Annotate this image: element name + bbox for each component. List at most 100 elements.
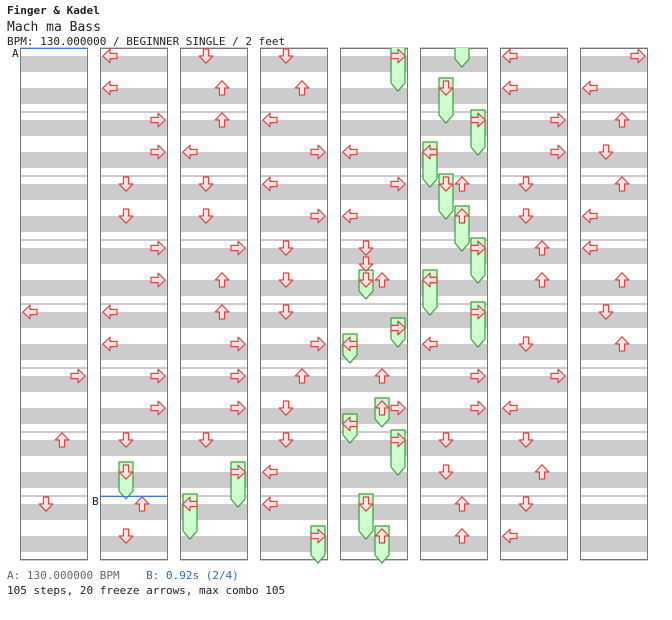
freeze-arrow (230, 461, 246, 508)
freeze-head-arrow (310, 528, 326, 544)
beat-stripe (20, 408, 88, 424)
beat-stripe (340, 88, 408, 104)
chart-notes (22, 48, 646, 564)
beat-stripe (500, 472, 568, 488)
beat-stripe (420, 344, 488, 360)
beat-stripe (420, 56, 488, 72)
step-arrow-up (214, 272, 230, 288)
step-arrow-down (198, 48, 214, 64)
step-arrow-right (390, 176, 406, 192)
freeze-head-arrow (470, 304, 486, 320)
step-arrow-right (310, 336, 326, 352)
beat-stripe (180, 280, 248, 296)
beat-stripe (20, 536, 88, 552)
beat-stripe (260, 88, 328, 104)
beat-stripe (580, 344, 648, 360)
step-arrow-down (278, 272, 294, 288)
step-arrow-right (150, 112, 166, 128)
freeze-arrow (358, 493, 374, 540)
step-arrow-down (278, 240, 294, 256)
freeze-arrow (454, 48, 470, 68)
step-arrow-left (262, 112, 278, 128)
freeze-arrow (310, 525, 326, 564)
freeze-arrow (118, 461, 134, 500)
marker-label: A (12, 47, 19, 60)
freeze-head-arrow (438, 176, 454, 192)
step-arrow-left (102, 336, 118, 352)
step-arrow-up (54, 432, 70, 448)
step-arrow-down (518, 176, 534, 192)
freeze-head-arrow (118, 464, 134, 480)
beat-stripe (580, 376, 648, 392)
beat-stripe (180, 536, 248, 552)
step-arrow-left (582, 208, 598, 224)
beat-stripe (420, 536, 488, 552)
step-arrow-down (438, 432, 454, 448)
freeze-arrow (342, 333, 358, 364)
step-arrow-right (470, 112, 486, 128)
step-arrow-right (70, 368, 86, 384)
beat-stripe (20, 120, 88, 136)
step-arrow-down (118, 528, 134, 544)
freeze-head-arrow (390, 432, 406, 448)
step-arrow-left (422, 272, 438, 288)
step-arrow-down (38, 496, 54, 512)
step-arrow-up (214, 112, 230, 128)
column-border (180, 48, 248, 560)
step-arrow-up (294, 80, 310, 96)
step-arrow-up (374, 272, 390, 288)
step-arrow-right (470, 368, 486, 384)
beat-stripe (180, 152, 248, 168)
step-arrow-down (118, 432, 134, 448)
step-arrow-down (358, 256, 374, 272)
beat-stripe (580, 312, 648, 328)
freeze-head-arrow (342, 416, 358, 432)
beat-stripe (100, 440, 168, 456)
step-arrow-right (550, 368, 566, 384)
chart-columns (20, 47, 648, 561)
chart-summary: 105 steps, 20 freeze arrows, max combo 1… (7, 584, 286, 597)
beat-stripe (180, 248, 248, 264)
step-arrow-down (438, 464, 454, 480)
beat-stripe (500, 88, 568, 104)
step-arrow-up (454, 176, 470, 192)
step-arrow-down (278, 48, 294, 64)
step-arrow-left (102, 48, 118, 64)
step-arrow-right (310, 144, 326, 160)
freeze-arrow (182, 493, 198, 540)
beat-stripe (100, 536, 168, 552)
beat-stripe (340, 536, 408, 552)
step-arrow-down (278, 400, 294, 416)
step-arrow-down (278, 432, 294, 448)
freeze-head-arrow (358, 272, 374, 288)
beat-stripe (20, 56, 88, 72)
beat-stripe (420, 184, 488, 200)
step-arrow-up (214, 80, 230, 96)
beat-stripe (260, 120, 328, 136)
beat-stripe (580, 56, 648, 72)
beat-stripe (260, 472, 328, 488)
step-arrow-left (182, 144, 198, 160)
beat-stripe (260, 440, 328, 456)
step-arrow-down (198, 432, 214, 448)
beat-stripe (20, 376, 88, 392)
beat-stripe (580, 248, 648, 264)
step-arrow-down (118, 208, 134, 224)
beat-stripe (340, 216, 408, 232)
step-arrow-left (22, 304, 38, 320)
step-arrow-down (118, 176, 134, 192)
beat-stripe (500, 216, 568, 232)
beat-stripe (580, 120, 648, 136)
beat-stripe (180, 408, 248, 424)
beat-stripe (500, 344, 568, 360)
beat-stripe (580, 184, 648, 200)
beat-stripe (500, 120, 568, 136)
beat-stripe (100, 376, 168, 392)
beat-stripe (500, 312, 568, 328)
beat-stripe (340, 120, 408, 136)
column-border (420, 48, 488, 560)
beat-stripe (340, 280, 408, 296)
step-arrow-right (310, 208, 326, 224)
step-arrow-up (614, 336, 630, 352)
marker-label: B (92, 495, 99, 508)
